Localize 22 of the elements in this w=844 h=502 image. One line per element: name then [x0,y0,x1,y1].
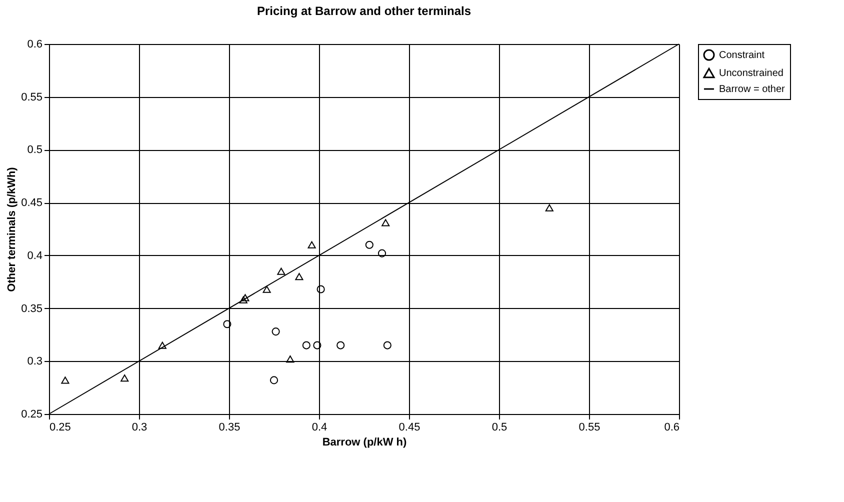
x-tick-label: 0.45 [398,422,420,434]
y-tick-label: 0.5 [27,144,42,156]
y-tick-label: 0.55 [21,91,42,104]
x-tick-label: 0.35 [218,422,240,434]
y-tick-label: 0.3 [27,356,42,368]
legend-label: Unconstrained [719,68,784,79]
x-tick-label: 0.25 [50,422,71,434]
x-tick-label: 0.3 [132,422,148,434]
y-tick-label: 0.35 [21,302,42,315]
x-tick-label: 0.4 [312,422,328,434]
y-tick-label: 0.25 [21,408,42,420]
legend-label: Constraint [719,50,765,61]
x-tick-label: 0.6 [664,422,680,434]
x-tick-label: 0.5 [492,422,508,434]
x-axis-title: Barrow (p/kW h) [322,436,407,448]
y-tick-label: 0.6 [27,38,42,50]
x-tick-label: 0.55 [578,422,600,434]
y-tick-label: 0.4 [27,250,42,262]
chart-title: Pricing at Barrow and other terminals [256,4,472,18]
y-tick-label: 0.45 [21,197,42,210]
y-axis-title: Other terminals (p/kWh) [6,166,18,292]
legend-label: Barrow = other [719,84,786,95]
